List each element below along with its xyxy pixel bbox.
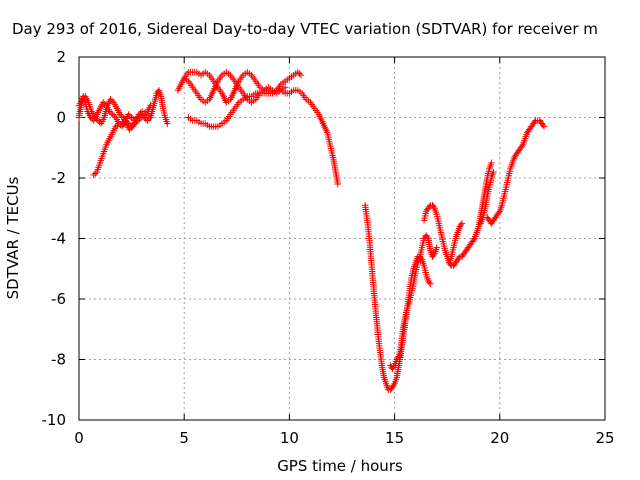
data-point	[390, 363, 397, 371]
data-point	[430, 251, 437, 259]
data-point	[112, 123, 120, 130]
x-tick-label: 10	[280, 429, 299, 447]
data-point	[470, 236, 477, 244]
y-tick-label: 2	[56, 48, 66, 66]
data-point	[126, 112, 134, 120]
x-tick-label: 20	[490, 429, 509, 447]
y-tick-label: -6	[51, 290, 66, 308]
data-point	[540, 123, 548, 130]
y-axis-label: SDTVAR / TECUs	[4, 176, 22, 299]
data-point	[281, 84, 289, 91]
data-point	[136, 115, 143, 123]
data-point	[93, 115, 100, 123]
data-point	[111, 112, 118, 120]
data-point	[430, 203, 437, 210]
grid-lines	[79, 57, 605, 420]
chart-title: Day 293 of 2016, Sidereal Day-to-day VTE…	[12, 20, 598, 38]
data-point	[107, 109, 115, 117]
data-point	[122, 117, 129, 124]
data-point	[334, 180, 341, 188]
data-point	[144, 117, 151, 124]
data-point	[131, 120, 138, 127]
data-point	[107, 96, 114, 103]
data-point	[118, 112, 125, 120]
data-point	[427, 280, 434, 288]
x-tick-label: 15	[385, 429, 404, 447]
data-point	[147, 102, 154, 109]
data-point	[141, 111, 148, 118]
data-point	[297, 71, 305, 79]
data-point	[78, 96, 86, 103]
data-point	[129, 121, 137, 129]
data-point	[128, 123, 135, 130]
data-points	[75, 68, 548, 393]
data-point	[433, 244, 440, 251]
data-point	[394, 354, 401, 362]
data-point	[142, 109, 150, 117]
data-point	[128, 114, 135, 121]
data-point	[108, 97, 116, 105]
x-tick-label: 0	[74, 429, 84, 447]
data-point	[531, 118, 538, 126]
y-tick-label: 0	[56, 109, 66, 127]
y-tick-label: -2	[51, 169, 66, 187]
data-point	[125, 111, 132, 118]
data-point	[294, 68, 302, 76]
data-point	[91, 114, 98, 121]
data-point	[518, 143, 526, 150]
data-point	[458, 220, 466, 227]
data-point	[125, 120, 132, 127]
data-point	[495, 209, 502, 216]
data-point	[457, 221, 465, 229]
data-point	[123, 118, 131, 126]
x-tick-label: 25	[595, 429, 614, 447]
y-axis-ticks: -10 -8 -6 -4 -2 0 2	[42, 48, 605, 429]
data-point	[426, 279, 433, 286]
data-point	[90, 171, 97, 179]
x-axis-ticks: 0 5 10 15 20 25	[74, 57, 615, 447]
data-point	[109, 111, 116, 118]
data-point	[539, 121, 547, 129]
data-point	[118, 120, 126, 127]
data-point	[94, 117, 102, 124]
data-point	[99, 99, 107, 106]
data-point	[455, 254, 462, 262]
x-axis-label: GPS time / hours	[277, 457, 403, 475]
data-point	[390, 382, 397, 389]
data-point	[296, 70, 303, 77]
data-point	[488, 159, 495, 167]
x-tick-label: 5	[179, 429, 189, 447]
data-point	[139, 112, 146, 120]
data-point	[164, 120, 171, 127]
data-point	[133, 118, 140, 126]
y-tick-label: -10	[42, 411, 67, 429]
data-point	[490, 168, 497, 176]
data-point	[116, 111, 124, 118]
y-tick-label: -8	[51, 351, 66, 369]
data-point	[424, 233, 431, 241]
data-point	[147, 114, 154, 121]
y-tick-label: -4	[51, 230, 66, 248]
data-point	[145, 115, 153, 123]
data-point	[114, 121, 121, 129]
plot-frame	[78, 56, 606, 421]
data-point	[92, 170, 99, 177]
data-point	[134, 117, 142, 124]
data-point	[137, 114, 145, 121]
